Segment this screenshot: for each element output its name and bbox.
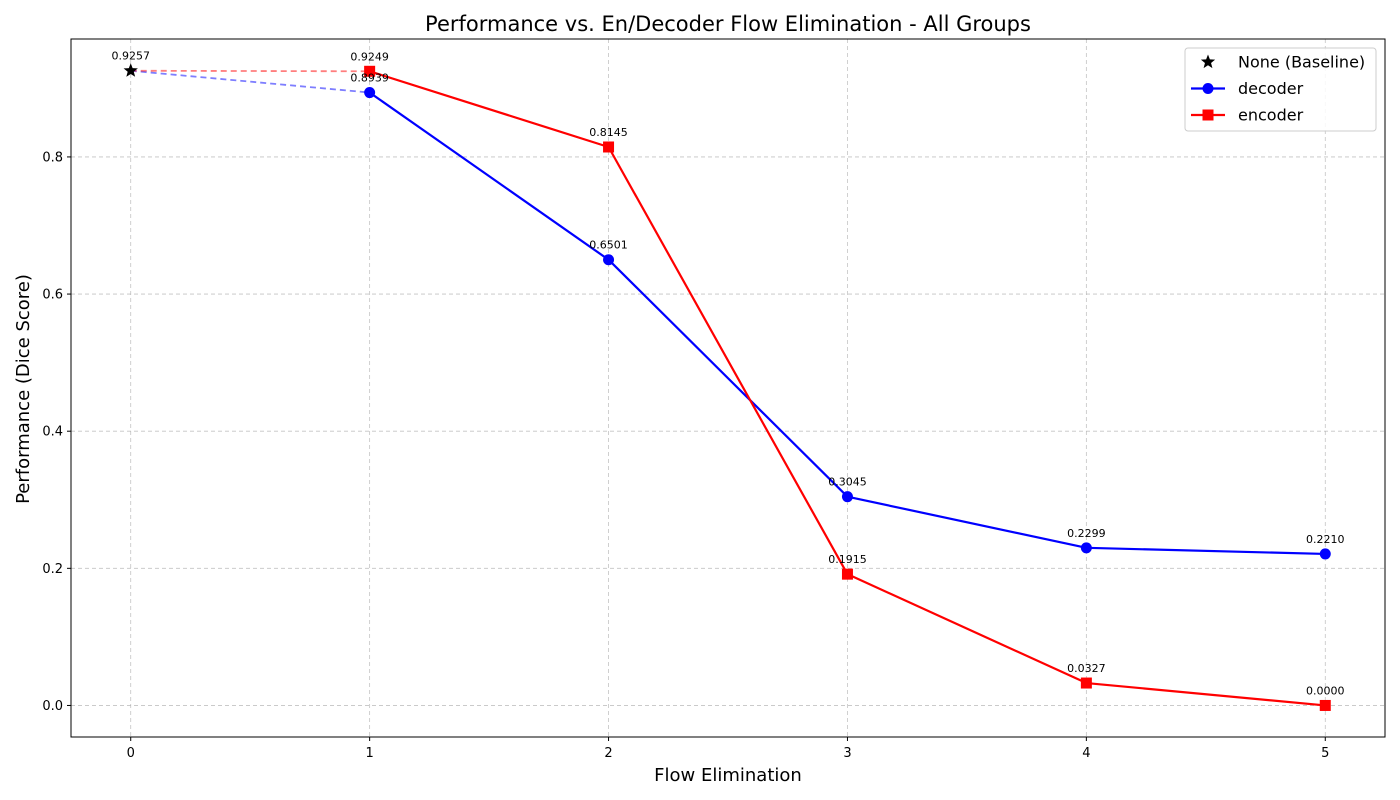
decoder-data-label: 0.6501	[589, 239, 628, 252]
y-tick-label: 0.0	[42, 699, 63, 714]
encoder-data-label: 0.0000	[1306, 684, 1345, 697]
decoder-data-point	[1080, 542, 1092, 554]
decoder-data-point	[364, 87, 376, 99]
x-axis-label: Flow Elimination	[654, 765, 802, 786]
decoder-data-label: 0.8939	[350, 72, 389, 85]
legend-label-decoder: decoder	[1238, 79, 1304, 98]
baseline-connectors	[130, 69, 370, 94]
y-tick-label: 0.6	[42, 288, 63, 303]
legend-marker-encoder	[1202, 109, 1214, 121]
encoder-data-label: 0.8145	[589, 126, 628, 139]
encoder-data-point	[1080, 677, 1092, 689]
encoder-baseline-connector	[130, 69, 370, 73]
encoder-data-label: 0.1915	[828, 553, 867, 566]
x-tick-label: 3	[843, 746, 851, 761]
decoder-data-label: 0.2210	[1306, 533, 1345, 546]
x-tick-label: 5	[1321, 746, 1329, 761]
y-axis-label: Performance (Dice Score)	[13, 274, 34, 504]
decoder-baseline-connector	[130, 69, 370, 94]
legend: None (Baseline) decoder encoder	[1184, 47, 1377, 132]
y-tick-label: 0.8	[42, 150, 63, 165]
y-tick-label: 0.4	[42, 425, 63, 440]
y-tick-label: 0.2	[42, 562, 63, 577]
legend-marker-decoder	[1202, 83, 1214, 94]
x-tick-label: 0	[127, 746, 135, 761]
encoder-data-label: 0.0327	[1067, 662, 1106, 675]
legend-box	[1184, 47, 1377, 132]
decoder-data-label: 0.2299	[1067, 527, 1106, 540]
x-tick-label: 4	[1082, 746, 1090, 761]
encoder-data-point	[603, 141, 615, 153]
axis-ticks: 0 1 2 3 4 5 0.0 0.2 0.4 0.6 0.8	[42, 150, 1329, 761]
encoder-data-point	[364, 65, 376, 77]
plot-frame	[70, 38, 1386, 738]
chart-title: Performance vs. En/Decoder Flow Eliminat…	[425, 12, 1031, 36]
data-markers	[123, 63, 1331, 711]
baseline-data-label: 0.9257	[111, 50, 150, 63]
decoder-data-label: 0.3045	[828, 476, 867, 489]
data-labels: 0.8939 0.6501 0.3045 0.2299 0.2210 0.9249 0.81…	[111, 50, 1344, 698]
decoder-data-point	[841, 491, 853, 503]
decoder-data-point	[603, 254, 615, 266]
x-tick-label: 2	[604, 746, 612, 761]
decoder-data-point	[1319, 548, 1331, 560]
legend-marker-none	[1200, 54, 1216, 69]
legend-label-none: None (Baseline)	[1238, 53, 1365, 72]
encoder-data-point	[1319, 699, 1331, 711]
grid-lines	[71, 39, 1385, 737]
encoder-data-label: 0.9249	[350, 50, 389, 63]
baseline-data-point	[123, 63, 138, 77]
encoder-data-point	[841, 568, 853, 580]
legend-label-encoder: encoder	[1238, 106, 1304, 125]
x-tick-label: 1	[365, 746, 373, 761]
